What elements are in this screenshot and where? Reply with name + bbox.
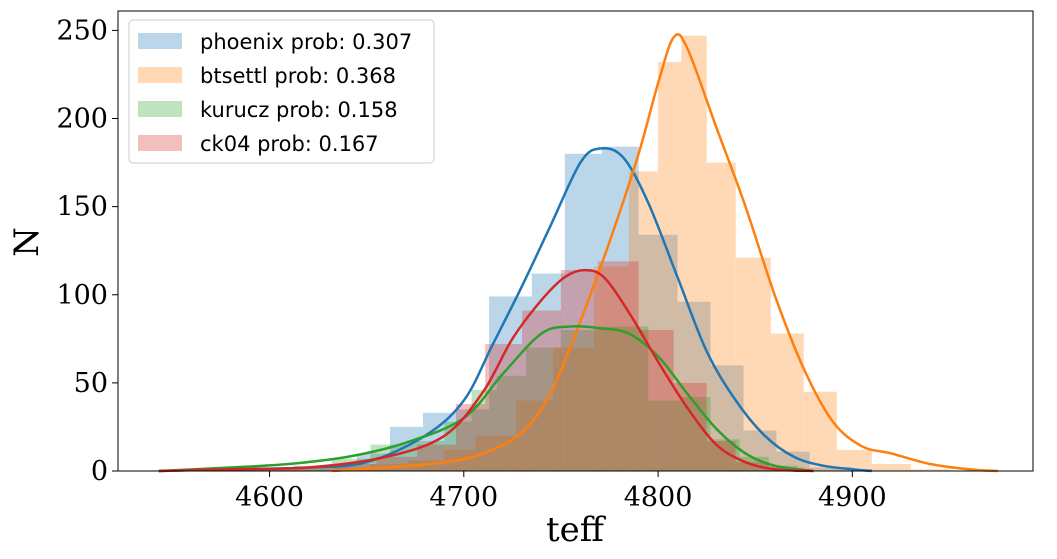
legend: phoenix prob: 0.307 btsettl prob: 0.368 ku… <box>128 19 435 164</box>
hist-bar-s0-b19 <box>809 467 843 471</box>
hist-bar-s2-b10 <box>595 326 624 471</box>
hist-bar-s0-b3 <box>257 469 291 471</box>
hist-bar-s3-b7 <box>522 310 561 471</box>
hist-bar-s3-b10 <box>638 330 674 471</box>
y-tick-label-4: 200 <box>56 104 108 135</box>
y-tick-label-5: 250 <box>56 15 108 46</box>
hist-bar-s2-b11 <box>623 326 649 471</box>
hist-bar-s1-b6 <box>553 347 594 471</box>
y-tick-label-0: 0 <box>91 456 108 487</box>
y-tick-label-3: 150 <box>56 192 108 223</box>
hist-bar-s3-b8 <box>560 270 598 471</box>
hist-bar-s3-b13 <box>735 462 769 471</box>
hist-bar-s1-b10 <box>681 35 707 471</box>
x-tick-label-1: 4700 <box>429 482 498 513</box>
legend-label-2: kurucz prob: 0.158 <box>200 98 398 122</box>
hist-bar-s1-b5 <box>516 400 554 471</box>
y-axis-ticks: 0 50 100 150 200 250 <box>56 15 118 487</box>
hist-bar-s1-b14 <box>803 391 837 471</box>
y-tick-label-2: 100 <box>56 280 108 311</box>
x-tick-label-3: 4900 <box>818 482 887 513</box>
hist-bar-s2-b12 <box>648 400 682 471</box>
hist-bar-s0-b4 <box>290 467 324 471</box>
y-tick-label-1: 50 <box>74 368 108 399</box>
hist-bar-s3-b6 <box>485 344 523 471</box>
legend-swatch-1 <box>138 67 182 83</box>
legend-label-3: ck04 prob: 0.167 <box>200 132 379 156</box>
hist-bar-s2-b8 <box>526 347 561 471</box>
legend-swatch-0 <box>138 33 182 49</box>
hist-bar-s2-b7 <box>496 375 526 471</box>
kde-line-1 <box>331 33 999 473</box>
kde-line-3 <box>158 268 814 473</box>
hist-bar-s0-b5 <box>323 465 357 471</box>
x-tick-label-2: 4800 <box>624 482 693 513</box>
legend-label-1: btsettl prob: 0.368 <box>200 64 396 88</box>
hist-bar-s0-b14 <box>638 234 678 471</box>
hist-bar-s1-b9 <box>658 62 682 471</box>
hist-bar-s3-b1 <box>289 467 338 471</box>
y-axis-label: N <box>7 227 47 257</box>
kde-curves <box>158 33 999 473</box>
hist-bar-s3-b2 <box>337 464 377 471</box>
legend-swatch-3 <box>138 135 182 151</box>
hist-bar-s1-b12 <box>735 257 771 471</box>
hist-bar-s3-b4 <box>417 444 457 471</box>
legend-label-0: phoenix prob: 0.307 <box>200 30 412 54</box>
hist-bar-s1-b17 <box>910 469 950 471</box>
x-axis-ticks: 4600 4700 4800 4900 <box>235 471 887 513</box>
legend-box <box>128 19 435 164</box>
hist-bar-s1-b13 <box>770 333 804 471</box>
hist-bar-s1-b2 <box>407 460 445 471</box>
legend-swatch-2 <box>138 101 182 117</box>
hist-bar-s1-b11 <box>706 162 736 471</box>
plot-frame <box>117 10 1034 472</box>
x-axis-label: teff <box>546 510 607 550</box>
hist-bar-s0-b18 <box>776 451 810 471</box>
hist-bar-s3-b9 <box>597 261 639 471</box>
x-tick-label-0: 4600 <box>235 482 304 513</box>
hist-bar-s0-b13 <box>601 146 639 471</box>
histogram-bars <box>191 35 950 472</box>
hist-bar-s1-b7 <box>594 266 629 471</box>
kde-line-2 <box>158 324 814 473</box>
hist-bar-s1-b16 <box>871 464 911 471</box>
hist-bar-s1-b15 <box>836 449 872 471</box>
